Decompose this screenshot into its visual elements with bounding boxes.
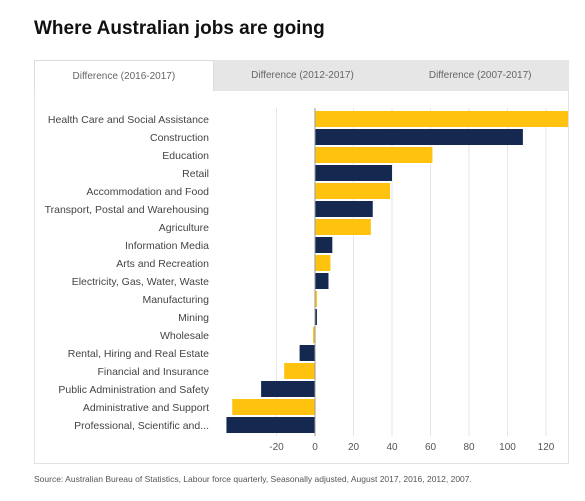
x-tick-label: -20 — [269, 442, 284, 453]
category-label: Electricity, Gas, Water, Waste — [72, 276, 209, 288]
x-tick-label: 100 — [499, 442, 516, 453]
category-label: Manufacturing — [142, 294, 209, 306]
bar — [299, 345, 315, 361]
bar — [313, 327, 315, 343]
bar — [315, 273, 329, 289]
bar — [315, 183, 391, 199]
bar — [315, 237, 333, 253]
category-label: Health Care and Social Assistance — [48, 114, 209, 126]
bar — [226, 417, 315, 433]
x-tick-label: 20 — [348, 442, 360, 453]
bar — [315, 147, 433, 163]
bar — [315, 111, 568, 127]
category-label: Accommodation and Food — [86, 186, 209, 198]
bar — [315, 165, 392, 181]
bar — [315, 219, 371, 235]
bar — [261, 381, 315, 397]
category-label: Financial and Insurance — [98, 366, 210, 378]
category-label: Retail — [182, 168, 209, 180]
category-label: Arts and Recreation — [116, 258, 209, 270]
chart-panel — [34, 91, 569, 464]
bar — [315, 129, 523, 145]
bar — [315, 201, 373, 217]
category-label: Mining — [178, 312, 209, 324]
bar — [315, 291, 317, 307]
x-tick-label: 80 — [463, 442, 475, 453]
category-label: Professional, Scientific and... — [74, 420, 209, 432]
bar — [315, 255, 331, 271]
source-note: Source: Australian Bureau of Statistics,… — [34, 474, 472, 484]
category-label: Public Administration and Safety — [58, 384, 209, 396]
category-label: Construction — [150, 132, 209, 144]
category-label: Rental, Hiring and Real Estate — [68, 348, 209, 360]
x-tick-label: 60 — [425, 442, 437, 453]
bar-chart: Health Care and Social Assistance Constru… — [45, 108, 568, 453]
tab-difference-2016-2017[interactable]: Difference (2016-2017) — [34, 60, 214, 91]
category-label: Transport, Postal and Warehousing — [45, 204, 210, 216]
category-label: Administrative and Support — [83, 402, 209, 414]
bar — [232, 399, 315, 415]
chart-title: Where Australian jobs are going — [34, 18, 325, 39]
category-label: Wholesale — [160, 330, 209, 342]
category-label: Agriculture — [159, 222, 209, 234]
bar — [284, 363, 315, 379]
tab-difference-2012-2017[interactable]: Difference (2012-2017) — [251, 70, 354, 81]
tab-difference-2007-2017[interactable]: Difference (2007-2017) — [428, 70, 532, 81]
category-label: Information Media — [125, 240, 209, 252]
category-label: Education — [162, 150, 209, 162]
x-tick-label: 0 — [312, 442, 318, 453]
x-tick-label: 40 — [386, 442, 398, 453]
bar — [315, 309, 317, 325]
x-tick-label: 120 — [538, 442, 555, 453]
tab-bar: Difference (2016-2017) Difference (2012-… — [34, 60, 569, 91]
